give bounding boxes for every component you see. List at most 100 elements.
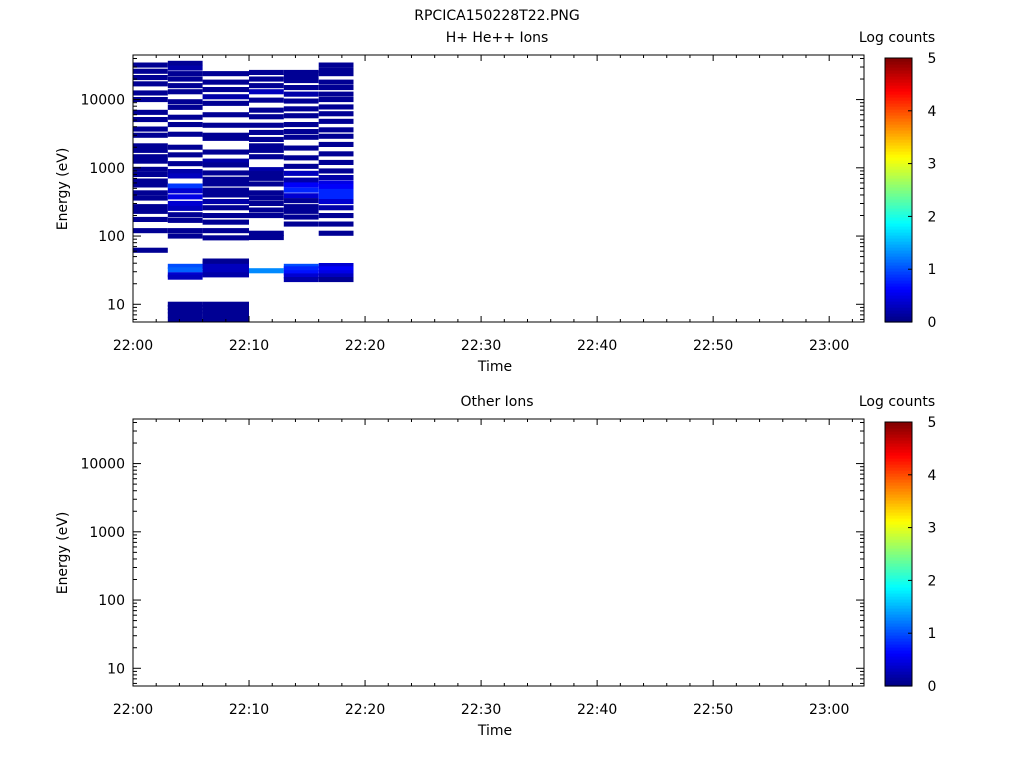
x-tick-label: 22:20 [345, 338, 385, 354]
colorbar-segment [885, 665, 912, 669]
colorbar-segment [885, 545, 912, 549]
colorbar-segment [885, 566, 912, 570]
heatmap-cell [167, 217, 203, 223]
colorbar-frame [884, 57, 913, 323]
colorbar-segment [885, 316, 912, 320]
colorbar-segment [885, 196, 912, 200]
heatmap-cell [202, 260, 249, 266]
heatmap-cell [249, 107, 284, 113]
colorbar-segment [885, 286, 912, 290]
heatmap-cell [249, 181, 284, 187]
heatmap-cell [318, 62, 354, 68]
heatmap-cell [318, 180, 354, 186]
heatmap-cell [283, 155, 319, 161]
colorbar-tick-label: 2 [928, 573, 937, 589]
colorbar-segment [885, 662, 912, 666]
heatmap-cell [249, 83, 284, 89]
colorbar-segment [885, 109, 912, 113]
heatmap-cell [202, 87, 249, 93]
panel-top-colorbar-label: Log counts [859, 30, 935, 46]
x-tick-label: 22:40 [577, 338, 617, 354]
heatmap-cell [202, 132, 249, 138]
colorbar-segment [885, 88, 912, 92]
heatmap-cell [202, 112, 249, 118]
heatmap-cell [283, 208, 319, 214]
heatmap-cell [133, 195, 168, 201]
colorbar-segment [885, 91, 912, 95]
heatmap-cell [133, 208, 168, 214]
y-tick-label: 10000 [80, 457, 125, 473]
colorbar-segment [885, 569, 912, 573]
heatmap-cell [202, 266, 249, 272]
heatmap-cell [249, 154, 284, 160]
colorbar-segment [885, 509, 912, 513]
panel-top-xlabel: Time [477, 359, 512, 375]
heatmap-cell [133, 216, 168, 222]
panel-top-colorbar: 0 1 2 3 4 5 [884, 51, 937, 331]
colorbar-segment [885, 202, 912, 206]
colorbar-segment [885, 157, 912, 161]
heatmap-cell [202, 71, 249, 77]
heatmap-cell [283, 73, 319, 79]
colorbar-segment [885, 217, 912, 221]
colorbar-segment [885, 434, 912, 438]
colorbar-segment [885, 298, 912, 302]
heatmap-cell [283, 98, 319, 104]
heatmap-cell [167, 89, 203, 95]
colorbar-segment [885, 626, 912, 630]
colorbar-segment [885, 470, 912, 474]
heatmap-cell [167, 274, 203, 280]
heatmap-cell [133, 182, 168, 188]
colorbar-segment [885, 641, 912, 645]
heatmap-cell [283, 170, 319, 176]
colorbar-segment [885, 205, 912, 209]
heatmap-cell [167, 65, 203, 71]
heatmap-cell [283, 198, 319, 204]
colorbar-segment [885, 446, 912, 450]
heatmap-cell [202, 176, 249, 182]
heatmap-cell [318, 273, 354, 279]
colorbar-segment [885, 139, 912, 143]
heatmap-cell [318, 184, 354, 190]
heatmap-cell [283, 193, 319, 199]
colorbar-segment [885, 190, 912, 194]
colorbar-segment [885, 596, 912, 600]
heatmap-cell [318, 270, 354, 276]
colorbar-segment [885, 629, 912, 633]
colorbar-segment [885, 307, 912, 311]
colorbar-segment [885, 536, 912, 540]
heatmap-cell [283, 270, 319, 276]
colorbar-tick-label: 3 [928, 521, 937, 537]
heatmap-cell [167, 301, 203, 307]
heatmap-cell [167, 60, 203, 66]
colorbar-segment [885, 313, 912, 317]
heatmap-cell [133, 62, 168, 68]
panel-bottom-title: Other Ions [460, 394, 533, 410]
colorbar-segment [885, 97, 912, 101]
colorbar-segment [885, 563, 912, 567]
heatmap-cell [249, 122, 284, 128]
colorbar-segment [885, 238, 912, 242]
heatmap-cell [283, 122, 319, 128]
heatmap-cell [167, 122, 203, 128]
colorbar-segment [885, 124, 912, 128]
colorbar-segment [885, 677, 912, 681]
colorbar-segment [885, 223, 912, 227]
heatmap-cell [249, 207, 284, 213]
colorbar-segment [885, 142, 912, 146]
heatmap-cell [133, 75, 168, 81]
colorbar-segment [885, 488, 912, 492]
colorbar-segment [885, 614, 912, 618]
heatmap-cell [283, 106, 319, 112]
colorbar-segment [885, 494, 912, 498]
colorbar-segment [885, 226, 912, 230]
x-tick-label: 22:00 [113, 338, 153, 354]
heatmap-cell [202, 192, 249, 198]
colorbar-segment [885, 64, 912, 68]
heatmap-cell [249, 268, 284, 274]
panel-bottom-axes: 22:00 22:10 22:20 22:30 22:40 22:50 23:00 10 100… [80, 419, 864, 718]
heatmap-cell [249, 200, 284, 206]
heatmap-cell [133, 97, 168, 103]
colorbar-segment [885, 680, 912, 684]
